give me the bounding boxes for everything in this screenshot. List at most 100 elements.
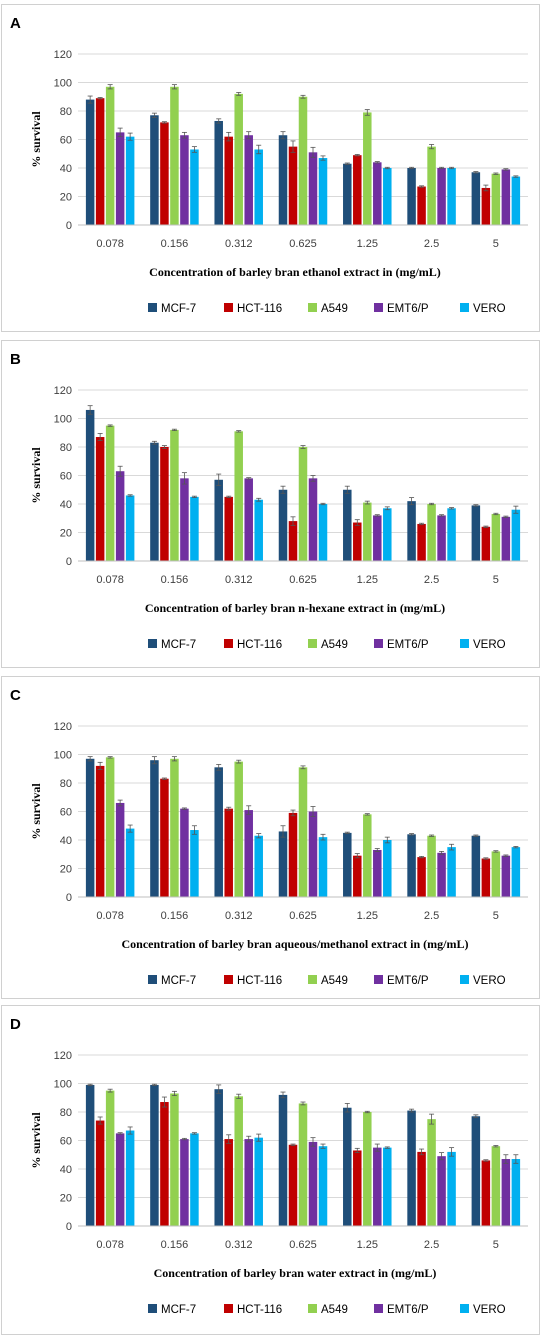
y-tick-label: 120 <box>54 721 72 733</box>
legend-label: A549 <box>321 975 348 987</box>
x-tick-label: 0.625 <box>289 238 317 250</box>
error-bar <box>503 168 509 171</box>
error-bar <box>384 836 390 844</box>
bar <box>481 526 491 561</box>
error-bar <box>310 475 316 482</box>
bar <box>125 828 135 897</box>
bar <box>115 132 125 225</box>
bar <box>214 479 223 561</box>
error-bar <box>171 756 177 762</box>
bar <box>427 504 436 561</box>
error-bar <box>473 1114 479 1119</box>
bar <box>373 515 382 561</box>
bar <box>85 1084 95 1226</box>
legend-item: EMT6/P <box>374 303 429 315</box>
legend-label: HCT-116 <box>237 1304 282 1316</box>
bar <box>105 757 115 897</box>
bar <box>180 478 189 561</box>
bar <box>278 489 288 561</box>
legend-label: A549 <box>321 303 348 315</box>
legend-item: HCT-116 <box>224 303 282 315</box>
error-bar <box>256 497 262 502</box>
legend-swatch <box>460 303 469 312</box>
x-tick-label: 0.078 <box>96 910 124 922</box>
error-bar <box>236 1093 242 1099</box>
error-bar <box>483 857 489 860</box>
x-tick-label: 0.156 <box>161 1239 189 1251</box>
y-tick-label: 60 <box>60 1136 72 1148</box>
bar <box>254 499 263 561</box>
bar <box>288 812 298 897</box>
bar <box>254 835 263 897</box>
error-bar <box>117 127 123 138</box>
legend-item: MCF-7 <box>148 1304 196 1316</box>
panel-label: C <box>10 687 21 704</box>
error-bar <box>513 505 519 514</box>
legend-label: HCT-116 <box>237 975 282 987</box>
error-bar <box>493 850 499 853</box>
legend-label: VERO <box>473 303 506 315</box>
x-tick-label: 0.625 <box>289 1239 317 1251</box>
bar <box>407 168 416 225</box>
bar <box>244 1139 253 1226</box>
bar <box>125 495 135 561</box>
error-bar <box>151 1083 157 1087</box>
bar <box>308 152 318 225</box>
legend-item: MCF-7 <box>148 303 196 315</box>
x-tick-label: 0.312 <box>225 1239 253 1251</box>
bar <box>447 1151 456 1226</box>
error-bar <box>127 824 133 833</box>
bar <box>481 187 491 225</box>
error-bar <box>181 1137 187 1141</box>
error-bar <box>513 175 519 178</box>
error-bar <box>354 1147 360 1154</box>
bar <box>214 1089 223 1226</box>
bar <box>511 1159 521 1226</box>
error-bar <box>280 131 286 140</box>
bar <box>288 146 298 225</box>
bar <box>150 1084 159 1226</box>
error-bar <box>127 1126 133 1135</box>
error-bar <box>300 1101 306 1106</box>
legend-swatch <box>224 303 233 312</box>
error-bar <box>256 833 262 839</box>
bar <box>437 852 446 897</box>
x-tick-label: 0.078 <box>96 238 124 250</box>
x-tick-label: 0.312 <box>225 238 253 250</box>
error-bar <box>117 799 123 807</box>
error-bar <box>374 1143 380 1152</box>
y-tick-label: 120 <box>54 49 72 61</box>
error-bar <box>236 92 242 96</box>
bar <box>298 1103 308 1226</box>
bar <box>190 496 199 561</box>
bar <box>105 425 115 561</box>
bar <box>471 835 481 897</box>
bar <box>288 521 298 561</box>
error-bar <box>419 522 425 526</box>
y-tick-label: 60 <box>60 135 72 147</box>
x-axis-label: Concentration of barley bran aqueous/met… <box>122 937 469 951</box>
error-bar <box>107 424 113 427</box>
error-bar <box>374 161 380 164</box>
chart-panel-a: A 0 20 40 60 80 100 120 % survival 0.078 0.156 0.31… <box>1 4 540 332</box>
legend-label: EMT6/P <box>387 639 429 651</box>
y-tick-label: 20 <box>60 864 72 876</box>
bar <box>501 855 511 897</box>
bar <box>224 136 233 225</box>
error-bar <box>429 1113 435 1125</box>
error-bar <box>300 765 306 770</box>
bar <box>343 489 352 561</box>
bar <box>373 849 382 897</box>
bar <box>318 158 328 225</box>
error-bar <box>171 84 177 90</box>
bar <box>417 523 426 561</box>
error-bar <box>127 494 133 497</box>
bar <box>170 1093 179 1226</box>
x-tick-label: 1.25 <box>357 238 378 250</box>
bar <box>95 98 105 225</box>
x-tick-label: 0.078 <box>96 574 124 586</box>
legend-item: EMT6/P <box>374 639 429 651</box>
bar <box>234 1096 243 1226</box>
error-bar <box>310 806 316 817</box>
bar <box>407 501 416 561</box>
